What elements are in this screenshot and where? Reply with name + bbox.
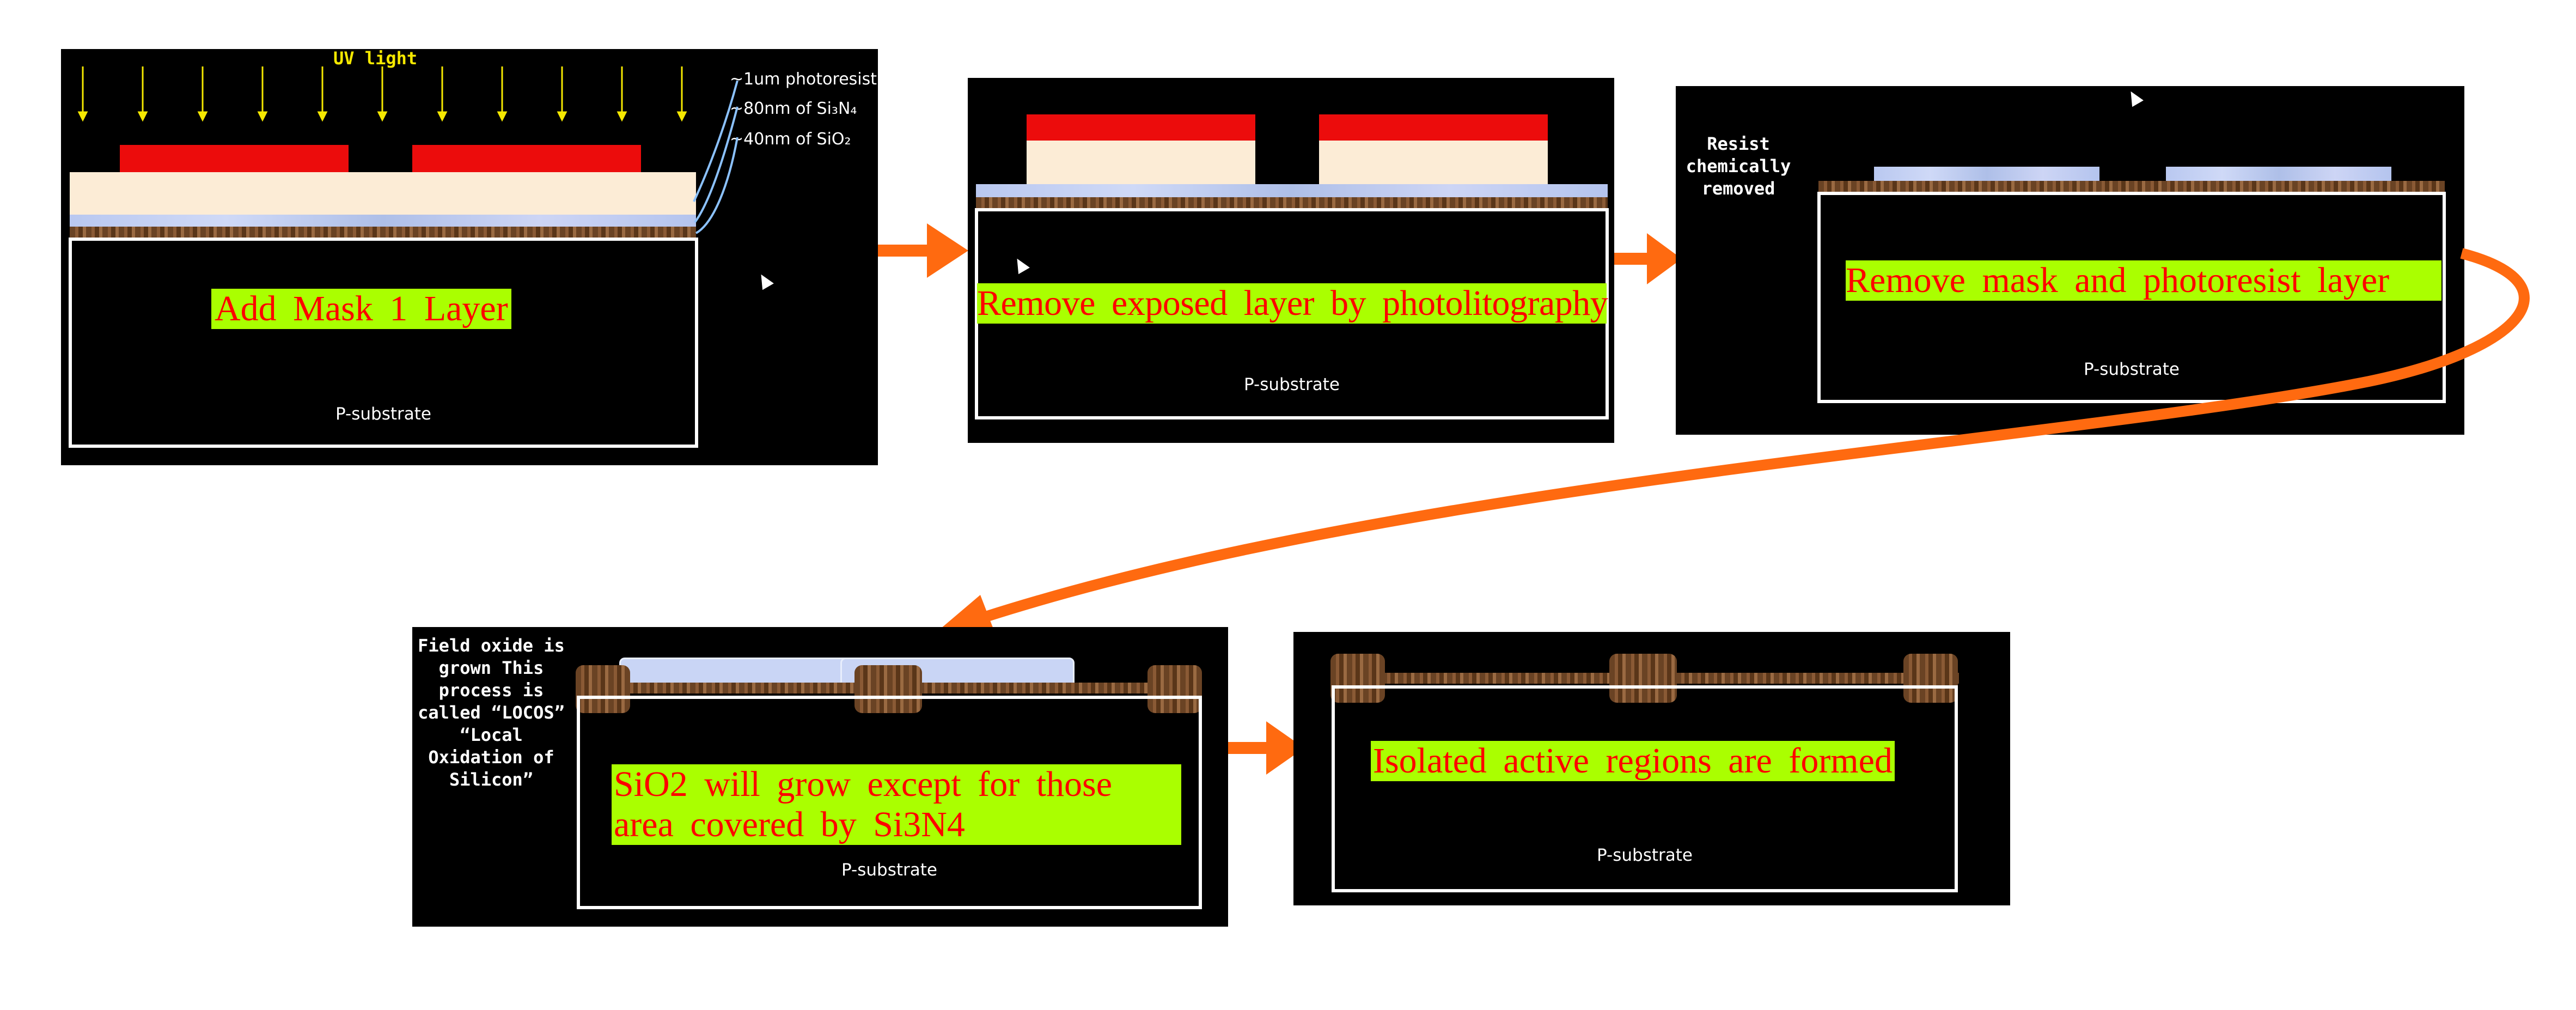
uv-arrow (557, 66, 567, 122)
substrate-label: P-substrate (1597, 845, 1693, 865)
nitride-layer (70, 215, 696, 227)
uv-light-label: UV light (333, 48, 418, 69)
uv-arrow (497, 66, 508, 122)
uv-arrow (77, 66, 88, 122)
resist-block-left (1027, 141, 1255, 184)
uv-arrow (377, 66, 388, 122)
caption-remove-exposed: Remove exposed layer by photolitography (977, 283, 1608, 324)
layer-pointer-lines (693, 80, 738, 234)
uv-arrow (137, 66, 148, 122)
nitride-block-right (2166, 167, 2391, 181)
uv-arrows (77, 66, 687, 122)
birds-beak-left (619, 658, 853, 686)
pointer-photoresist (693, 80, 738, 202)
locos-note: Field oxide is grown This process is cal… (418, 635, 565, 790)
substrate-box (69, 238, 698, 448)
field-oxide-left (1330, 654, 1385, 703)
resist-removed-note: Resist chemically removed (1686, 133, 1791, 199)
panel-remove-resist: Resist chemically removed Remove mask an… (1676, 86, 2464, 435)
mask-block-right (1319, 114, 1548, 141)
mask-block-left (1027, 114, 1255, 141)
caption-remove-mask: Remove mask and photoresist layer (1846, 260, 2441, 301)
uv-arrow (616, 66, 627, 122)
uv-arrow (257, 66, 268, 122)
field-oxide-right (1147, 665, 1202, 713)
substrate-label: P-substrate (2084, 360, 2180, 379)
substrate-label: P-substrate (841, 860, 937, 880)
nitride-block-left (1874, 167, 2099, 181)
caption-isolated-regions: Isolated active regions are formed (1371, 741, 1895, 781)
flow-arrow-2 (1614, 233, 1682, 284)
flow-arrow-3 (1228, 721, 1304, 775)
nitride-layer (976, 184, 1608, 197)
panel-remove-exposed: Remove exposed layer by photolitography … (968, 78, 1614, 443)
oxide-layer (70, 227, 696, 238)
photoresist-layer (70, 172, 696, 215)
field-oxide-center (854, 665, 922, 713)
substrate-label: P-substrate (1244, 375, 1340, 394)
caption-add-mask: Add Mask 1 Layer (211, 289, 511, 329)
field-oxide-right (1903, 654, 1958, 703)
nitride-label: ~80nm of Si₃N₄ (730, 99, 857, 118)
panel-add-mask: UV light Add Mask 1 Layer P-substrate ~1… (61, 48, 878, 465)
uv-arrow (317, 66, 328, 122)
photoresist-label: ~1um photoresist (730, 70, 877, 89)
pointer-nitride (694, 106, 738, 223)
panel-field-oxide: Field oxide is grown This process is cal… (412, 627, 1228, 927)
substrate-box (1817, 192, 2446, 403)
substrate-box (577, 696, 1202, 909)
oxide-label: ~40nm of SiO₂ (730, 130, 851, 149)
curved-arrow-path (984, 248, 2530, 622)
field-oxide-left (576, 665, 630, 713)
pointer-oxide (695, 137, 738, 234)
uv-arrow (676, 66, 687, 122)
flow-arrow-1 (878, 223, 968, 278)
resist-block-right (1319, 141, 1548, 184)
substrate-box (1332, 685, 1958, 892)
oxide-layer (976, 197, 1608, 208)
oxide-layer (1818, 181, 2445, 192)
panel-isolated-regions: Isolated active regions are formed P-sub… (1293, 632, 2010, 905)
caption-sio2-growth: SiO2 will grow except for those area cov… (612, 764, 1181, 845)
mask-block-left (120, 145, 349, 173)
substrate-box (975, 208, 1609, 419)
curved-arrow-head (937, 595, 997, 637)
uv-arrow (197, 66, 208, 122)
substrate-label: P-substrate (335, 404, 431, 424)
mask-block-right (412, 145, 641, 173)
uv-arrow (437, 66, 448, 122)
field-oxide-center (1609, 654, 1677, 703)
